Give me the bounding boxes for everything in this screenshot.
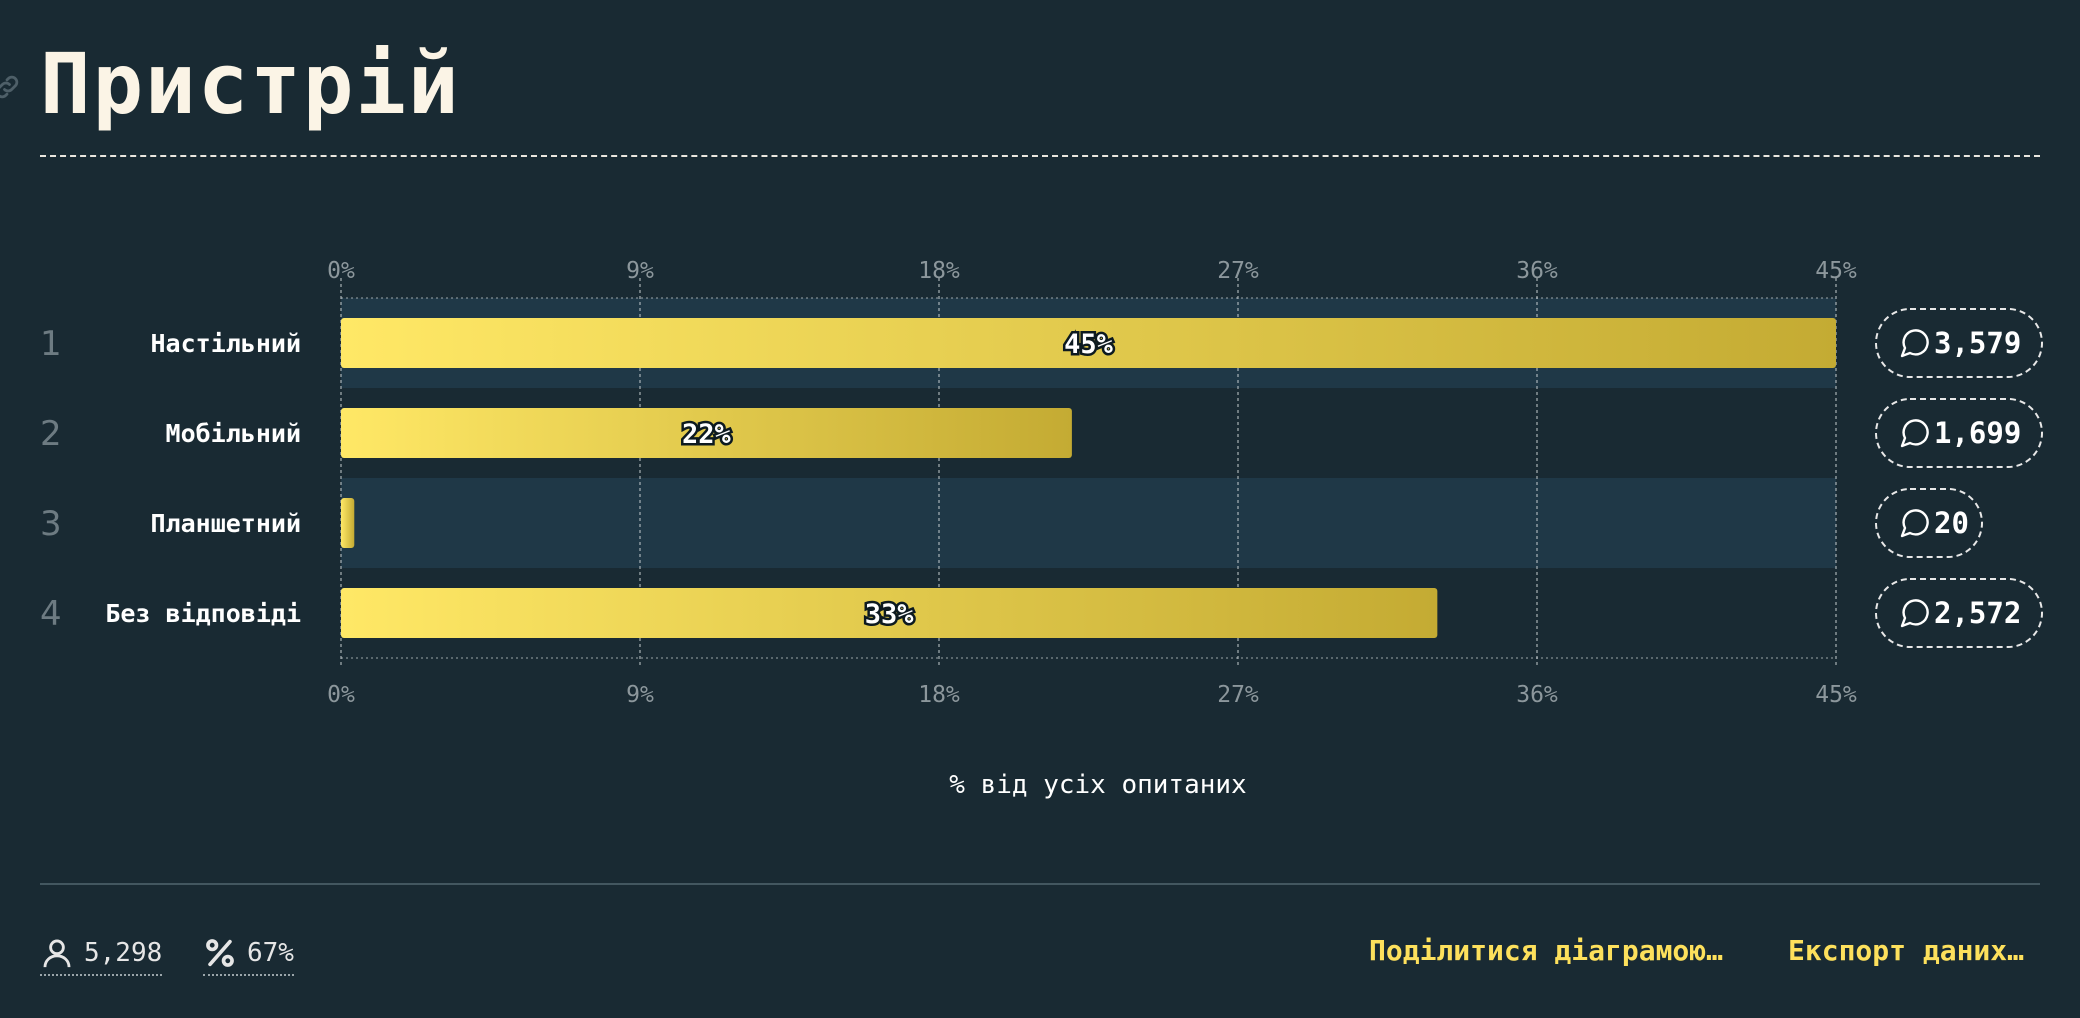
x-tick-label-bottom: 9%	[626, 682, 654, 708]
bar	[341, 408, 1072, 458]
response-rate-stat[interactable]: 67%	[203, 932, 294, 976]
comment-icon	[1900, 329, 1929, 358]
category-label: Мобільний	[166, 419, 301, 448]
x-tick-label-bottom: 45%	[1815, 682, 1857, 708]
title-divider	[40, 155, 2040, 157]
bar	[341, 318, 1836, 368]
x-tick-label-top: 0%	[327, 258, 355, 284]
response-count-badge[interactable]: 20	[1875, 488, 1983, 558]
link-icon[interactable]	[0, 72, 22, 102]
row-number: 2	[40, 414, 62, 454]
badge-outline	[1875, 578, 2043, 648]
category-label: Без відповіді	[105, 599, 301, 628]
bar-chart: 0% 0% 9% 9% 18% 18% 27% 27% 36% 36% 45% 45% 1 Настіль…	[40, 258, 2043, 800]
x-tick-label-top: 18%	[918, 258, 960, 284]
x-tick-label-top: 27%	[1217, 258, 1259, 284]
response-count: 20	[1934, 506, 1969, 540]
response-count-badge[interactable]: 2,572	[1875, 578, 2043, 648]
footer-divider	[40, 883, 2040, 885]
bar-value-label: 33%	[865, 599, 915, 630]
response-count: 2,572	[1934, 596, 2021, 630]
export-data-button[interactable]: Експорт даних…	[1788, 934, 2025, 967]
bar	[341, 588, 1438, 638]
badge-outline	[1875, 308, 2043, 378]
x-tick-label-bottom: 18%	[918, 682, 960, 708]
response-count: 3,579	[1934, 326, 2021, 360]
category-label: Настільний	[150, 329, 301, 358]
x-tick-label-bottom: 36%	[1516, 682, 1558, 708]
comment-icon	[1900, 599, 1929, 628]
respondents-count: 5,298	[84, 938, 163, 968]
badge-outline	[1875, 488, 1983, 558]
share-chart-button[interactable]: Поділитися діаграмою…	[1369, 934, 1724, 967]
response-rate-value: 67%	[247, 938, 294, 968]
response-count: 1,699	[1934, 416, 2021, 450]
x-tick-label-bottom: 0%	[327, 682, 355, 708]
x-tick-label-top: 36%	[1516, 258, 1558, 284]
response-count-badge[interactable]: 3,579	[1875, 308, 2043, 378]
bar-value-label: 22%	[682, 419, 732, 450]
x-axis-label: % від усіх опитаних	[949, 770, 1246, 800]
respondents-stat[interactable]: 5,298	[40, 932, 163, 976]
row-number: 4	[40, 594, 62, 634]
comment-icon	[1900, 509, 1929, 538]
x-tick-label-top: 45%	[1815, 258, 1857, 284]
percent-icon	[206, 939, 234, 967]
category-label: Планшетний	[150, 509, 301, 538]
row-number: 1	[40, 324, 62, 364]
x-tick-label-top: 9%	[626, 258, 654, 284]
bar-value-label: 45%	[1064, 329, 1114, 360]
response-count-badge[interactable]: 1,699	[1875, 398, 2043, 468]
comment-icon	[1900, 419, 1929, 448]
page-title: Пристрій	[40, 35, 461, 133]
x-tick-label-bottom: 27%	[1217, 682, 1259, 708]
row-number: 3	[40, 504, 62, 544]
badge-outline	[1875, 398, 2043, 468]
person-icon	[43, 939, 71, 968]
row-band	[341, 478, 1836, 568]
bar	[341, 498, 355, 548]
